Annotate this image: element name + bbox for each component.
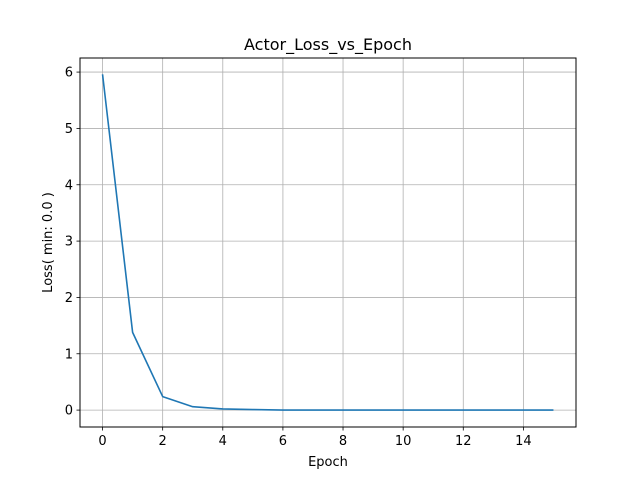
y-tick-label: 2 (65, 291, 73, 306)
x-tick-label: 10 (395, 434, 412, 449)
y-tick-label: 3 (65, 235, 73, 250)
x-axis-ticks: 0 2 4 6 8 10 12 14 (98, 427, 532, 449)
x-tick-label: 4 (219, 434, 227, 449)
x-tick-label: 2 (159, 434, 167, 449)
y-axis-label: Loss( min: 0.0 ) (41, 192, 56, 293)
series-layer (101, 74, 554, 411)
plot-frame (79, 57, 577, 428)
x-tick-label: 12 (455, 434, 472, 449)
x-tick-label: 0 (98, 434, 106, 449)
x-tick-label: 14 (515, 434, 532, 449)
y-tick-label: 1 (65, 347, 73, 362)
x-tick-label: 6 (279, 434, 287, 449)
chart-title: Actor_Loss_vs_Epoch (244, 35, 412, 55)
x-tick-label: 8 (339, 434, 347, 449)
series-line (101, 74, 554, 411)
y-axis-ticks: 0 1 2 3 4 5 6 (65, 66, 80, 419)
y-tick-label: 4 (65, 178, 73, 193)
y-tick-label: 0 (65, 404, 73, 419)
y-tick-label: 5 (65, 122, 73, 137)
y-tick-label: 6 (65, 66, 73, 81)
gridlines (80, 58, 576, 427)
x-axis-label: Epoch (308, 455, 348, 470)
